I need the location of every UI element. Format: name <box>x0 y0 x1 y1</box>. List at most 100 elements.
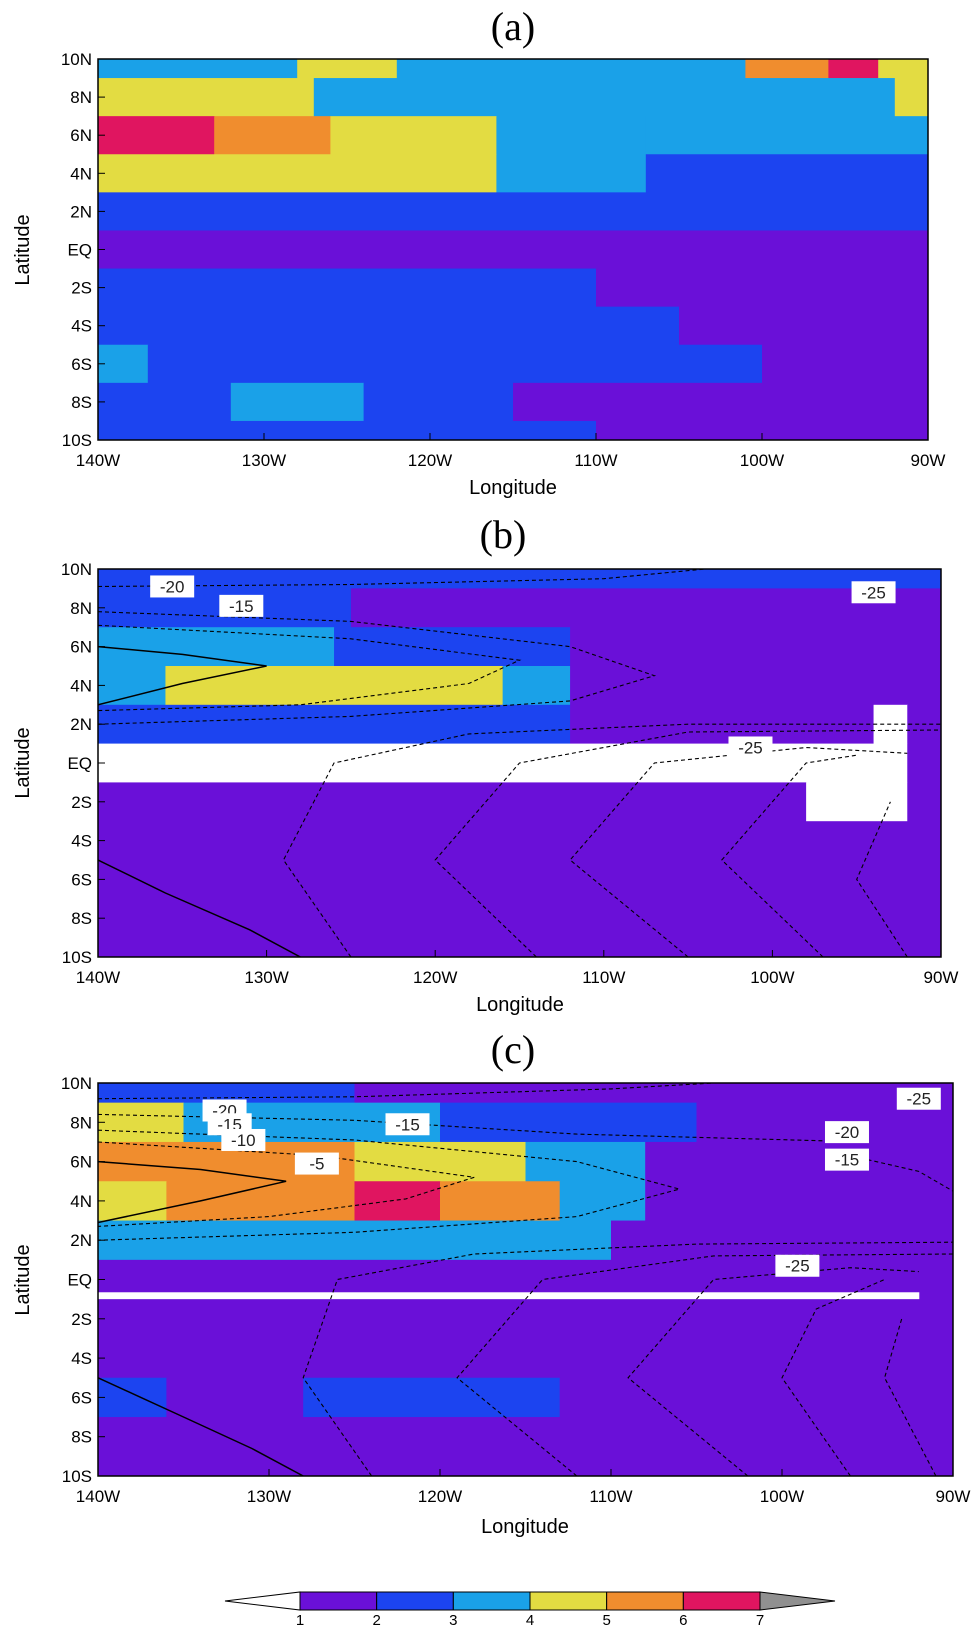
contour-dashed <box>569 746 908 957</box>
heat-cell <box>496 154 647 193</box>
heat-cell <box>98 306 680 346</box>
heat-cell <box>98 937 941 957</box>
x-tick-label: 130W <box>242 451 286 470</box>
heat-cell <box>98 782 807 822</box>
contour-labels-c: -20-15-10-5-15-25-20-15-25 <box>202 1087 941 1277</box>
y-axis-label-c: Latitude <box>12 1244 34 1315</box>
heat-cell <box>440 1181 561 1222</box>
y-tick-label: 10N <box>61 1074 92 1093</box>
colorbar-segment <box>452 1591 531 1611</box>
contour-dashed <box>282 723 941 957</box>
heat-cell <box>354 1141 526 1182</box>
contour-label: -15 <box>219 594 264 617</box>
heat-cell <box>313 78 464 117</box>
contour-dashed <box>98 624 522 712</box>
heat-cell <box>354 1083 953 1104</box>
contour-label: -20 <box>824 1121 869 1144</box>
panel-title-a: (a) <box>491 4 535 49</box>
heat-cell <box>570 627 941 667</box>
colorbar: 1 2 3 4 5 6 7 <box>224 1591 836 1625</box>
heat-cell <box>679 306 928 346</box>
heat-cell <box>181 59 298 79</box>
contour-label-bg <box>775 1254 820 1277</box>
y-tick-label: 8S <box>71 909 92 928</box>
colorbar-segment <box>299 1591 378 1611</box>
y-tick-label: 4N <box>70 164 92 183</box>
y-tick-label: 6N <box>70 126 92 145</box>
heat-cell <box>645 1181 953 1222</box>
y-tick-label: 4N <box>70 676 92 695</box>
contour-solid <box>98 1160 287 1224</box>
y-tick-label: 6S <box>71 870 92 889</box>
heat-cell <box>147 344 763 384</box>
y-tick-label: 8S <box>71 1428 92 1447</box>
contour-label: -20 <box>150 575 195 598</box>
plot-area-b <box>98 569 941 957</box>
contour-label-bg <box>896 1087 941 1110</box>
contour-dashed <box>884 1318 937 1476</box>
heat-cell <box>894 78 928 117</box>
colorbar-segments <box>224 1591 836 1611</box>
contour-label-text: -25 <box>738 738 763 757</box>
heat-cell <box>214 116 331 155</box>
colorbar-tick-label: 5 <box>602 1612 610 1625</box>
heat-cell <box>350 588 941 628</box>
contour-label-text: -20 <box>835 1123 860 1142</box>
x-ticks-b: 140W 130W 120W 110W 100W 90W <box>76 950 958 987</box>
contour-dashed <box>434 729 941 957</box>
heat-cell <box>98 116 215 155</box>
y-tick-label: EQ <box>67 754 92 773</box>
x-tick-label: 120W <box>418 1487 462 1506</box>
contour-label: -25 <box>775 1254 820 1277</box>
heat-cell <box>502 666 571 706</box>
x-tick-label: 110W <box>582 968 625 987</box>
heat-cell <box>98 666 166 706</box>
y-tick-label: 4S <box>71 832 92 851</box>
heat-cell <box>98 1456 953 1476</box>
colorbar-ticks: 1 2 3 4 5 6 7 <box>296 1612 764 1625</box>
x-tick-label: 140W <box>76 451 120 470</box>
y-axis-label-b: Latitude <box>12 727 34 798</box>
contour-dashed <box>98 611 657 725</box>
colorbar-tick-label: 7 <box>756 1612 764 1625</box>
heat-cell <box>907 743 941 783</box>
contour-solid <box>98 1377 304 1476</box>
x-tick-label: 90W <box>936 1487 971 1506</box>
heat-cell <box>645 116 928 155</box>
contour-label: -5 <box>294 1152 339 1175</box>
contour-label-bg <box>385 1113 430 1136</box>
y-tick-label: 2N <box>70 202 92 221</box>
colorbar-arrow-high <box>759 1591 836 1611</box>
contour-label-text: -10 <box>231 1131 256 1150</box>
heat-cell <box>98 154 497 193</box>
x-tick-label: 90W <box>911 451 946 470</box>
heat-cell <box>166 1377 304 1418</box>
contour-label-bg <box>219 594 264 617</box>
colorbar-tick-label: 6 <box>679 1612 687 1625</box>
x-tick-label: 110W <box>574 451 617 470</box>
colorbar-segment <box>606 1591 684 1611</box>
x-tick-label: 140W <box>76 1487 120 1506</box>
heat-cell <box>330 116 497 155</box>
heat-cell <box>645 1141 953 1182</box>
heat-cell <box>98 344 149 384</box>
heat-cell <box>98 382 232 422</box>
panel-title-b: (b) <box>480 512 527 557</box>
heat-cell <box>98 1181 167 1222</box>
contour-label-text: -15 <box>395 1115 420 1134</box>
x-tick-label: 100W <box>740 451 784 470</box>
y-tick-label: 2S <box>71 279 92 298</box>
y-tick-label: 2N <box>70 1231 92 1250</box>
heat-cell <box>98 1338 953 1379</box>
contour-label-text: -25 <box>907 1090 932 1109</box>
panel-b: (b) -20 -15 -25 -25 140W 130W 120W 110W 100W 90W… <box>12 512 958 1016</box>
y-tick-label: 6N <box>70 1153 92 1172</box>
heat-cell <box>98 821 941 861</box>
heat-cell <box>98 268 597 308</box>
x-axis-label-b: Longitude <box>476 994 564 1016</box>
heat-cell <box>98 627 335 667</box>
contour-dashed <box>856 801 908 957</box>
colorbar-tick-label: 1 <box>296 1612 304 1625</box>
contour-dashed <box>98 569 706 588</box>
contour-label-bg <box>851 581 896 604</box>
